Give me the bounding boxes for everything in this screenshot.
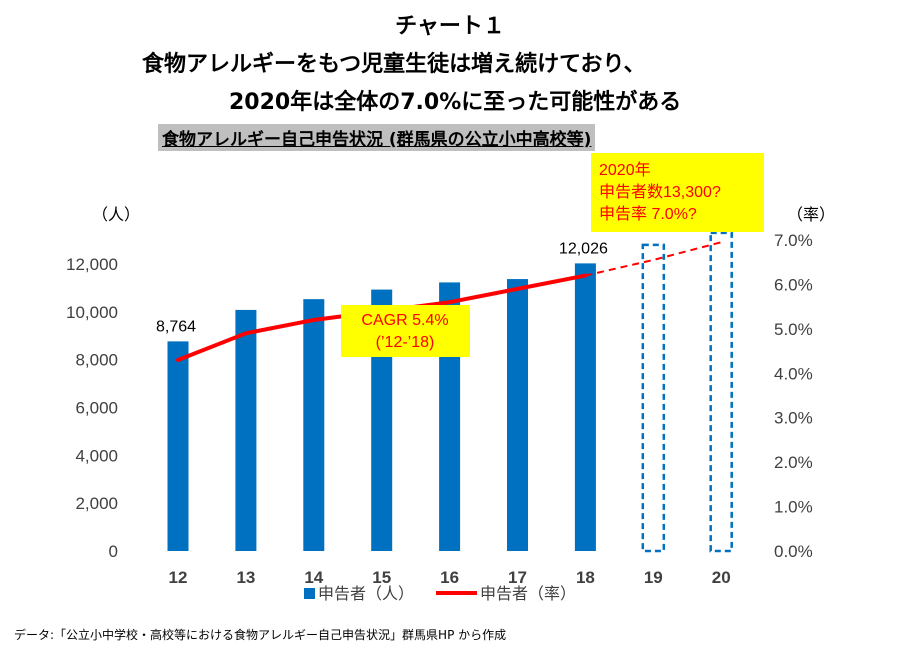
forecast-annotation-box (591, 153, 764, 232)
x-axis-tick: 13 (236, 568, 255, 587)
left-axis-tick: 12,000 (66, 255, 118, 274)
right-axis-tick: 6.0% (774, 275, 813, 294)
left-axis-tick: 10,000 (66, 303, 118, 322)
right-axis-tick: 5.0% (774, 320, 813, 339)
data-label: 8,764 (156, 318, 196, 335)
forecast-annotation-text: 申告率 7.0%? (599, 205, 697, 223)
right-axis-tick: 7.0% (774, 231, 813, 250)
cagr-annotation-box (341, 305, 470, 357)
left-axis-tick: 0 (109, 542, 118, 561)
right-axis-tick: 2.0% (774, 453, 813, 472)
right-axis-tick: 1.0% (774, 498, 813, 517)
projected-bar (641, 243, 666, 553)
source-note: データ:「公立小中学校・高校等における食物アレルギー自己申告状況」群馬県HP か… (14, 628, 507, 642)
left-axis-tick: 6,000 (75, 399, 118, 418)
left-axis-tick: 8,000 (75, 351, 118, 370)
right-axis-tick: 0.0% (774, 542, 813, 561)
x-axis-tick: 14 (304, 568, 323, 587)
legend-line-label: 申告者（率） (480, 585, 576, 603)
x-axis-tick: 16 (440, 568, 459, 587)
chart-headline-line1: 食物アレルギーをもつ児童生徒は増え続けており、 (142, 52, 646, 77)
left-axis-tick: 2,000 (75, 494, 118, 513)
x-axis-tick: 12 (169, 568, 188, 587)
chart-title: チャート１ (395, 14, 505, 39)
x-axis-tick: 18 (576, 568, 595, 587)
bar (574, 263, 596, 551)
legend-bar-label: 申告者（人） (318, 585, 414, 603)
right-axis-unit: （率） (787, 205, 836, 224)
x-axis-tick: 17 (508, 568, 527, 587)
bar (167, 341, 189, 551)
forecast-annotation-text: 申告者数13,300? (599, 183, 721, 201)
legend-bar-swatch (304, 588, 315, 599)
chart-headline-line2: 2020年は全体の7.0%に至った可能性がある (229, 90, 682, 115)
bar (507, 279, 528, 551)
data-label: 12,026 (559, 240, 608, 257)
left-axis-unit: （人） (92, 205, 141, 224)
x-axis-tick: 19 (644, 568, 663, 587)
right-axis-tick: 3.0% (774, 409, 813, 428)
bar (235, 309, 257, 551)
projected-bar (709, 231, 733, 553)
bar (303, 299, 325, 551)
forecast-annotation-text: 2020年 (599, 161, 651, 179)
left-axis-tick: 4,000 (75, 446, 118, 465)
right-axis-tick: 4.0% (774, 364, 813, 383)
x-axis-tick: 15 (372, 568, 391, 587)
cagr-annotation-text: CAGR 5.4% (361, 312, 448, 329)
x-axis-tick: 20 (712, 568, 731, 587)
cagr-annotation-text: (’12-’18) (376, 334, 435, 351)
chart-subtitle: 食物アレルギー自己申告状況 (群馬県の公立小中高校等) (158, 124, 596, 151)
